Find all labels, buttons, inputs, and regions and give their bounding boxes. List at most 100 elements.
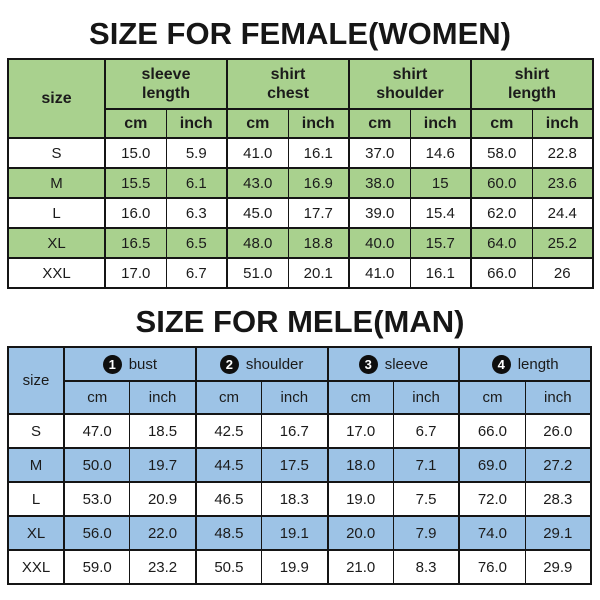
value-cell: 18.8 (287, 227, 350, 259)
male-row-l: L 53.0 20.9 46.5 18.3 19.0 7.5 72.0 28.3 (7, 481, 592, 517)
value-cell: 48.0 (226, 227, 289, 259)
value-cell: 20.9 (129, 481, 197, 517)
unit-header-inch: inch (524, 380, 592, 415)
size-cell: S (7, 413, 65, 449)
value-cell: 74.0 (458, 515, 526, 551)
unit-header-cm: cm (348, 108, 411, 139)
value-cell: 58.0 (470, 137, 533, 169)
value-cell: 20.0 (326, 515, 394, 551)
size-cell: XL (7, 515, 65, 551)
unit-header-inch: inch (409, 108, 472, 139)
unit-header-cm: cm (63, 380, 131, 415)
group-header-length: 4 length (458, 346, 592, 382)
group-label-line: sleeve (141, 66, 191, 83)
value-cell: 15.4 (409, 197, 472, 229)
unit-header-inch: inch (261, 380, 328, 415)
male-row-xl: XL 56.0 22.0 48.5 19.1 20.0 7.9 74.0 29.… (7, 515, 592, 551)
value-cell: 39.0 (348, 197, 411, 229)
value-cell: 17.5 (261, 447, 328, 483)
group-label-line: shirt (270, 66, 306, 83)
female-group-header-row: size sleeve length shirt chest shirt sho… (7, 58, 594, 139)
male-unit-header-row: cm inch cm inch cm inch cm inch (8, 380, 592, 415)
size-cell: XL (7, 227, 106, 259)
value-cell: 28.3 (524, 481, 592, 517)
group-label: bust (128, 355, 158, 373)
value-cell: 19.7 (129, 447, 197, 483)
group-label-line: shirt (514, 66, 550, 83)
value-cell: 76.0 (458, 549, 526, 585)
female-chart-title: SIZE FOR FEMALE(WOMEN) (89, 16, 511, 51)
size-cell: L (7, 197, 106, 229)
female-table-header: size sleeve length shirt chest shirt sho… (7, 58, 594, 139)
female-unit-header-row: cm inch cm inch cm inch cm inch (8, 108, 594, 139)
value-cell: 20.1 (287, 257, 350, 289)
unit-header-inch: inch (165, 108, 228, 139)
value-cell: 66.0 (458, 413, 526, 449)
value-cell: 46.5 (194, 481, 263, 517)
value-cell: 16.0 (104, 197, 167, 229)
male-size-table: size 1 bust 2 shoulder 3 sle (7, 346, 592, 585)
male-row-s: S 47.0 18.5 42.5 16.7 17.0 6.7 66.0 26.0 (7, 413, 592, 449)
value-cell: 38.0 (348, 167, 411, 199)
value-cell: 7.9 (392, 515, 460, 551)
value-cell: 15.5 (104, 167, 167, 199)
male-row-xxl: XXL 59.0 23.2 50.5 19.9 21.0 8.3 76.0 29… (7, 549, 592, 585)
value-cell: 19.1 (261, 515, 328, 551)
value-cell: 53.0 (63, 481, 131, 517)
unit-header-cm: cm (194, 380, 263, 415)
value-cell: 66.0 (470, 257, 533, 289)
value-cell: 21.0 (326, 549, 394, 585)
female-row-m: M 15.5 6.1 43.0 16.9 38.0 15 60.0 23.6 (7, 167, 594, 199)
group-header-sleeve-length: sleeve length (104, 58, 228, 110)
value-cell: 16.5 (104, 227, 167, 259)
male-row-m: M 50.0 19.7 44.5 17.5 18.0 7.1 69.0 27.2 (7, 447, 592, 483)
value-cell: 50.0 (63, 447, 131, 483)
size-cell: L (7, 481, 65, 517)
value-cell: 59.0 (63, 549, 131, 585)
value-cell: 37.0 (348, 137, 411, 169)
value-cell: 17.0 (104, 257, 167, 289)
value-cell: 6.7 (165, 257, 228, 289)
value-cell: 60.0 (470, 167, 533, 199)
group-label-line: length (142, 85, 190, 102)
value-cell: 6.5 (165, 227, 228, 259)
group-header-bust: 1 bust (63, 346, 197, 382)
male-group-header-row: size 1 bust 2 shoulder 3 sle (7, 346, 592, 415)
value-cell: 26.0 (524, 413, 592, 449)
size-chart-page: SIZE FOR FEMALE(WOMEN) size sleeve lengt… (7, 16, 594, 585)
group-label: length (517, 355, 559, 373)
size-cell: XXL (7, 257, 106, 289)
circled-3-icon: 3 (358, 354, 378, 374)
value-cell: 22.8 (531, 137, 594, 169)
value-cell: 16.1 (409, 257, 472, 289)
circled-2-icon: 2 (219, 354, 239, 374)
value-cell: 18.5 (129, 413, 197, 449)
value-cell: 7.5 (392, 481, 460, 517)
group-label-line: length (508, 85, 556, 102)
unit-header-cm: cm (104, 108, 167, 139)
female-size-column-header: size (7, 58, 106, 139)
value-cell: 69.0 (458, 447, 526, 483)
unit-header-inch: inch (392, 380, 460, 415)
value-cell: 6.7 (392, 413, 460, 449)
value-cell: 43.0 (226, 167, 289, 199)
value-cell: 62.0 (470, 197, 533, 229)
size-cell: M (7, 447, 65, 483)
group-label-line: shoulder (376, 85, 444, 102)
female-row-xxl: XXL 17.0 6.7 51.0 20.1 41.0 16.1 66.0 26 (7, 257, 594, 289)
unit-header-cm: cm (326, 380, 394, 415)
value-cell: 15.7 (409, 227, 472, 259)
value-cell: 7.1 (392, 447, 460, 483)
group-header-shirt-shoulder: shirt shoulder (348, 58, 472, 110)
value-cell: 26 (531, 257, 594, 289)
male-chart-title: SIZE FOR MELE(MAN) (135, 304, 465, 339)
value-cell: 25.2 (531, 227, 594, 259)
value-cell: 23.6 (531, 167, 594, 199)
value-cell: 50.5 (194, 549, 263, 585)
male-table-body: S 47.0 18.5 42.5 16.7 17.0 6.7 66.0 26.0… (7, 413, 592, 585)
value-cell: 16.1 (287, 137, 350, 169)
value-cell: 48.5 (194, 515, 263, 551)
value-cell: 17.0 (326, 413, 394, 449)
value-cell: 56.0 (63, 515, 131, 551)
unit-header-inch: inch (129, 380, 197, 415)
